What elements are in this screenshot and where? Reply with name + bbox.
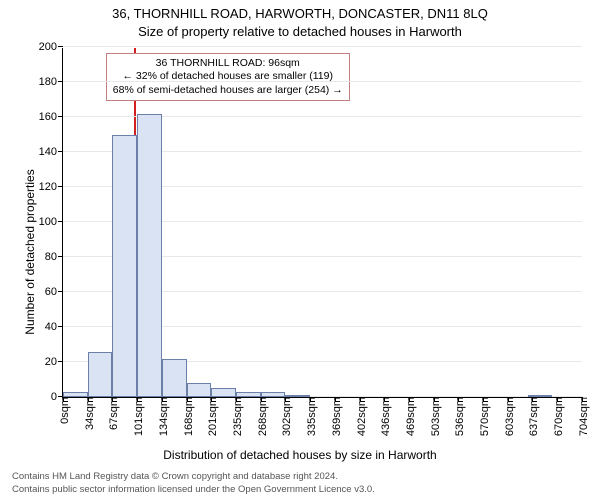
x-tick-label: 469sqm	[401, 397, 417, 436]
y-tick-label: 120	[39, 181, 63, 193]
x-tick-label: 34sqm	[80, 397, 96, 430]
y-tick-label: 100	[39, 216, 63, 228]
x-tick-label: 670sqm	[549, 397, 565, 436]
chart-plot-area: 36 THORNHILL ROAD: 96sqm ← 32% of detach…	[62, 48, 582, 398]
annotation-line1: 36 THORNHILL ROAD: 96sqm	[113, 57, 343, 70]
annotation-box: 36 THORNHILL ROAD: 96sqm ← 32% of detach…	[106, 53, 350, 100]
gridline	[63, 46, 582, 47]
y-tick-label: 80	[45, 251, 63, 263]
footer-attribution-2: Contains public sector information licen…	[12, 484, 375, 495]
x-tick-label: 637sqm	[524, 397, 540, 436]
histogram-bar	[187, 383, 212, 397]
title-subtitle: Size of property relative to detached ho…	[0, 24, 600, 39]
x-tick-label: 536sqm	[450, 397, 466, 436]
gridline	[63, 81, 582, 82]
x-tick-label: 335sqm	[302, 397, 318, 436]
x-tick-label: 570sqm	[475, 397, 491, 436]
y-tick-label: 160	[39, 111, 63, 123]
x-tick-label: 101sqm	[129, 397, 145, 436]
histogram-bar	[162, 359, 187, 398]
title-address: 36, THORNHILL ROAD, HARWORTH, DONCASTER,…	[0, 6, 600, 21]
y-tick-label: 200	[39, 41, 63, 53]
annotation-line3: 68% of semi-detached houses are larger (…	[113, 84, 343, 97]
footer-attribution-1: Contains HM Land Registry data © Crown c…	[12, 471, 338, 482]
histogram-bar	[211, 388, 236, 397]
histogram-bar	[112, 135, 137, 398]
x-tick-label: 704sqm	[574, 397, 590, 436]
x-tick-label: 268sqm	[253, 397, 269, 436]
x-tick-label: 603sqm	[500, 397, 516, 436]
x-tick-label: 201sqm	[203, 397, 219, 436]
x-tick-label: 67sqm	[104, 397, 120, 430]
x-tick-label: 503sqm	[426, 397, 442, 436]
x-tick-label: 302sqm	[277, 397, 293, 436]
x-tick-label: 0sqm	[55, 397, 71, 424]
y-tick-label: 40	[45, 321, 63, 333]
y-tick-label: 60	[45, 286, 63, 298]
x-tick-label: 402sqm	[352, 397, 368, 436]
y-tick-label: 20	[45, 356, 63, 368]
y-tick-label: 180	[39, 76, 63, 88]
x-tick-label: 134sqm	[154, 397, 170, 436]
x-tick-label: 436sqm	[376, 397, 392, 436]
x-tick-label: 369sqm	[327, 397, 343, 436]
x-tick-label: 168sqm	[179, 397, 195, 436]
histogram-bar	[137, 114, 162, 398]
x-tick-label: 235sqm	[228, 397, 244, 436]
y-axis-label: Number of detached properties	[23, 162, 37, 342]
y-tick-label: 140	[39, 146, 63, 158]
x-axis-label: Distribution of detached houses by size …	[0, 448, 600, 462]
histogram-bar	[88, 352, 113, 398]
